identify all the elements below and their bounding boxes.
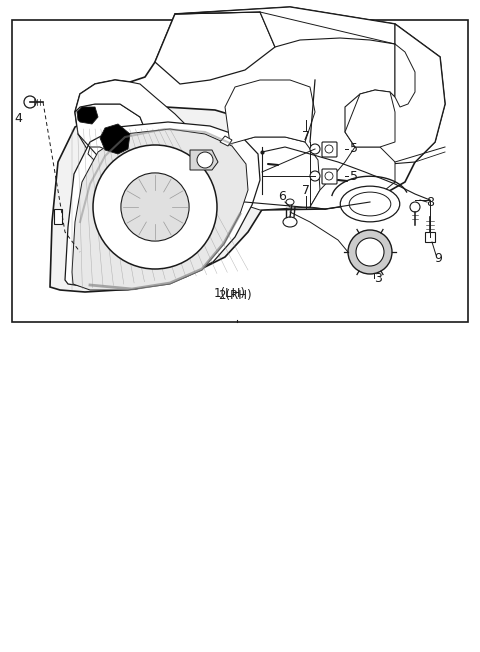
Polygon shape (77, 107, 98, 124)
Bar (12, 20, 468, 322)
Polygon shape (65, 122, 260, 287)
Polygon shape (220, 137, 320, 210)
Text: 9: 9 (434, 252, 442, 265)
Polygon shape (190, 150, 218, 170)
Text: 7: 7 (302, 183, 310, 196)
FancyBboxPatch shape (425, 232, 435, 242)
Polygon shape (75, 80, 225, 207)
Circle shape (310, 171, 320, 181)
Polygon shape (88, 147, 145, 192)
Ellipse shape (125, 189, 185, 225)
Polygon shape (310, 147, 395, 209)
Ellipse shape (283, 217, 297, 227)
Polygon shape (220, 136, 232, 146)
Polygon shape (225, 80, 315, 144)
Polygon shape (72, 129, 248, 290)
Text: 7: 7 (302, 130, 310, 143)
Polygon shape (155, 12, 275, 84)
Circle shape (410, 202, 420, 212)
Text: 1(LH): 1(LH) (214, 287, 246, 300)
FancyBboxPatch shape (322, 169, 337, 184)
Polygon shape (100, 124, 130, 154)
Circle shape (356, 238, 384, 266)
Text: 5: 5 (350, 143, 358, 155)
Text: 6: 6 (278, 190, 286, 203)
Ellipse shape (286, 199, 294, 205)
Polygon shape (345, 24, 445, 164)
Ellipse shape (340, 186, 400, 222)
Polygon shape (175, 7, 395, 47)
Circle shape (197, 152, 213, 168)
Text: 2(RH): 2(RH) (218, 289, 252, 302)
Circle shape (93, 145, 217, 269)
Polygon shape (395, 44, 415, 107)
Polygon shape (75, 7, 445, 210)
Polygon shape (75, 104, 150, 192)
Text: 3: 3 (374, 273, 382, 286)
Circle shape (348, 230, 392, 274)
Bar (54, 209, 62, 224)
Polygon shape (345, 90, 395, 147)
Circle shape (121, 173, 189, 241)
Text: 5: 5 (350, 170, 358, 183)
Polygon shape (50, 107, 278, 292)
Text: 4: 4 (14, 111, 22, 125)
Circle shape (310, 144, 320, 154)
FancyBboxPatch shape (322, 142, 337, 157)
Text: 8: 8 (426, 196, 434, 209)
Circle shape (24, 96, 36, 108)
